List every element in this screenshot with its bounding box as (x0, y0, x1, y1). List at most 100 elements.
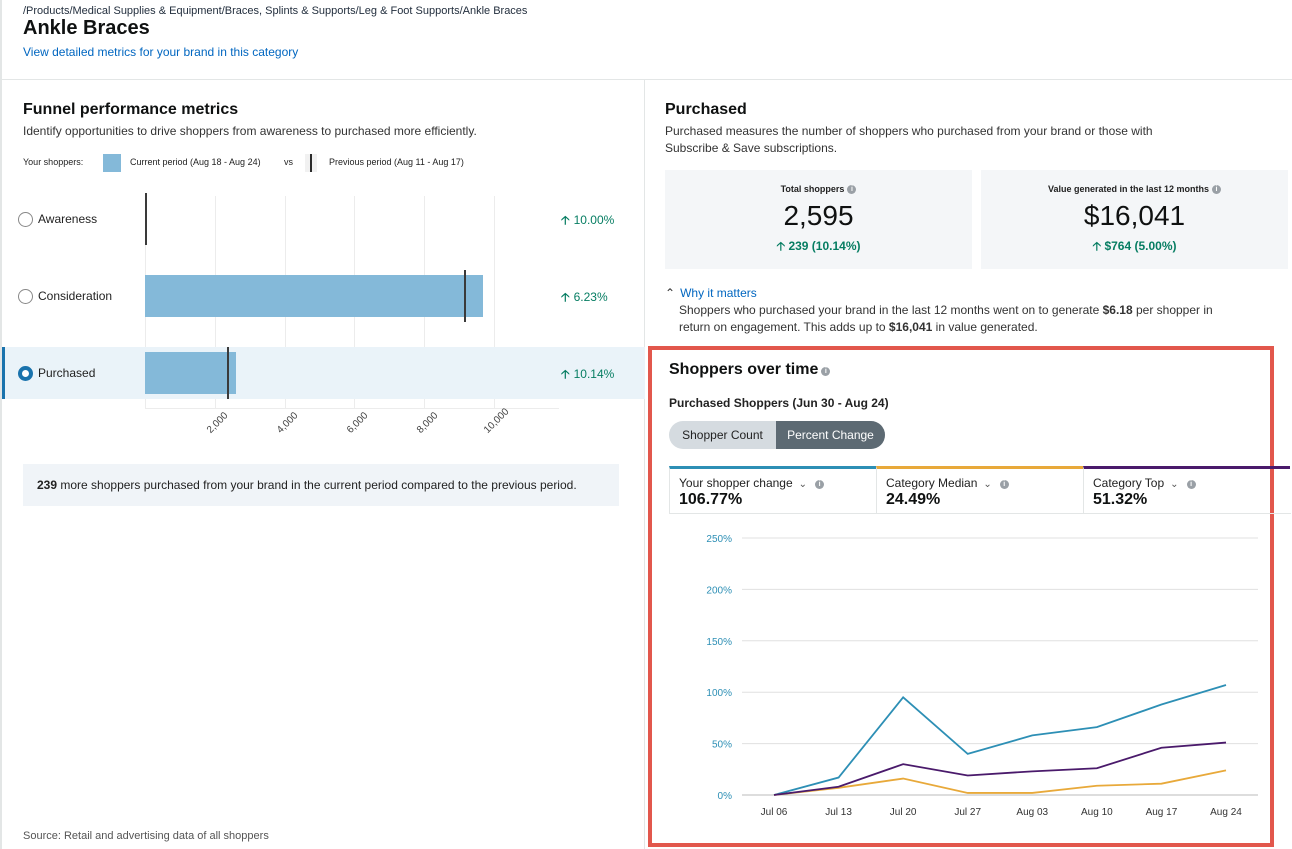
chevron-down-icon[interactable]: ⌄ (983, 479, 992, 490)
y-tick-label: 250% (706, 534, 732, 545)
axis-tick: 6,000 (345, 410, 371, 436)
previous-period-marker-icon (305, 154, 317, 172)
x-tick-label: Jul 20 (890, 807, 917, 818)
y-tick-label: 150% (706, 637, 732, 648)
shoppers-over-time-subtitle: Purchased Shoppers (Jun 30 - Aug 24) (669, 396, 889, 410)
tab-value: 106.77% (679, 491, 743, 508)
detailed-metrics-link[interactable]: View detailed metrics for your brand in … (23, 45, 299, 59)
why-text-part: Shoppers who purchased your brand in the… (679, 303, 1103, 317)
purchased-change-value: 10.14% (573, 367, 615, 381)
tab-label: Category Top ⌄ i (1093, 476, 1196, 490)
category-header: /Products/Medical Supplies & Equipment/B… (0, 0, 1292, 80)
purchased-previous-marker (227, 347, 230, 399)
x-tick-label: Aug 10 (1081, 807, 1113, 818)
arrow-up-icon: 🡡 (561, 290, 570, 304)
total-value: $16,041 (888, 320, 933, 334)
view-toggle: Shopper Count Percent Change (669, 421, 885, 449)
page-title: Ankle Braces (23, 17, 150, 39)
total-shoppers-label-text: Total shoppers (780, 184, 845, 194)
shoppers-over-time-title-text: Shoppers over time (669, 361, 819, 378)
purchased-bar (145, 352, 236, 394)
legend-previous: Previous period (Aug 11 - Aug 17) (329, 157, 464, 167)
consideration-label: Consideration (38, 289, 113, 303)
axis-tick: 4,000 (275, 410, 301, 436)
percent-change-toggle[interactable]: Percent Change (776, 421, 885, 449)
shoppers-over-time-title: Shoppers over time i (669, 361, 831, 379)
awareness-change-value: 10.00% (573, 213, 615, 227)
tab-label-text: Your shopper change (679, 476, 793, 490)
y-tick-label: 100% (706, 688, 732, 699)
chevron-up-icon: ⌃ (665, 286, 676, 300)
series-line-category-median (773, 769, 1227, 796)
purchased-title: Purchased (665, 101, 747, 118)
info-icon[interactable]: i (821, 367, 831, 376)
x-tick-label: Jul 27 (954, 807, 981, 818)
breadcrumb: /Products/Medical Supplies & Equipment/B… (23, 5, 528, 17)
shoppers-over-time-section: Shoppers over time i Purchased Shoppers (… (648, 346, 1291, 847)
why-it-matters-toggle[interactable]: ⌃ Why it matters (665, 286, 757, 300)
tab-category-top[interactable]: Category Top ⌄ i 51.32% (1083, 466, 1290, 514)
value-generated-value: $16,041 (1083, 200, 1186, 231)
y-tick-label: 50% (712, 740, 732, 751)
why-it-matters-label: Why it matters (680, 286, 757, 300)
tab-your-shopper-change[interactable]: Your shopper change ⌄ i 106.77% (669, 466, 876, 514)
y-tick-label: 200% (706, 585, 732, 596)
x-tick-label: Aug 24 (1210, 807, 1242, 818)
consideration-bar (145, 275, 483, 317)
funnel-row-awareness[interactable]: Awareness 🡡 10.00% (2, 193, 645, 245)
purchased-radio[interactable] (18, 366, 33, 381)
purchased-description: Purchased measures the number of shopper… (665, 124, 1153, 155)
shopper-count-toggle[interactable]: Shopper Count (682, 428, 763, 442)
value-generated-label: Value generated in the last 12 months i (981, 184, 1288, 194)
chevron-down-icon[interactable]: ⌄ (1170, 479, 1179, 490)
shoppers-over-time-chart: 0% 50% 100% 150% 200% 250% Jul 06 Jul 13 Jul 20 J… (706, 534, 1258, 818)
funnel-panel: Funnel performance metrics Identify oppo… (0, 80, 645, 849)
funnel-row-consideration[interactable]: Consideration 🡡 6.23% (2, 270, 645, 322)
info-icon[interactable]: i (1212, 185, 1222, 194)
tab-label-text: Category Top (1093, 476, 1165, 490)
value-generated-delta: 🡡 $764 (5.00%) (981, 237, 1288, 258)
summary-text: more shoppers purchased from your brand … (60, 478, 577, 492)
purchased-change: 🡡 10.14% (561, 365, 614, 386)
legend-vs: vs (284, 157, 293, 167)
funnel-row-purchased[interactable]: Purchased 🡡 10.14% (2, 347, 645, 399)
chevron-down-icon[interactable]: ⌄ (798, 479, 808, 490)
info-icon[interactable]: i (999, 480, 1009, 489)
info-icon[interactable]: i (847, 185, 857, 194)
x-tick-label: Aug 17 (1146, 807, 1178, 818)
y-tick-label: 0% (718, 791, 733, 802)
tab-category-median[interactable]: Category Median ⌄ i 24.49% (876, 466, 1083, 514)
axis-tick: 8,000 (415, 410, 441, 436)
consideration-radio[interactable] (18, 289, 33, 304)
per-shopper-value: $6.18 (1102, 303, 1133, 317)
x-tick-label: Jul 13 (825, 807, 852, 818)
awareness-previous-marker (145, 193, 147, 245)
value-generated-label-text: Value generated in the last 12 months (1047, 184, 1210, 194)
consideration-change: 🡡 6.23% (561, 288, 608, 309)
x-tick-label: Jul 06 (761, 807, 788, 818)
total-shoppers-value: 2,595 (783, 200, 854, 231)
info-icon[interactable]: i (815, 480, 825, 489)
arrow-up-icon: 🡡 (561, 213, 570, 227)
consideration-previous-marker (463, 270, 466, 322)
tab-value: 51.32% (1093, 491, 1148, 508)
legend-label: Your shoppers: (23, 157, 84, 167)
funnel-title: Funnel performance metrics (23, 101, 239, 118)
total-shoppers-delta-value: 239 (10.14%) (788, 239, 861, 253)
axis-tick: 2,000 (205, 410, 231, 436)
awareness-radio[interactable] (18, 212, 33, 227)
consideration-change-value: 6.23% (573, 290, 608, 304)
awareness-label: Awareness (38, 212, 98, 226)
series-line-your-shopper-change (773, 684, 1227, 796)
arrow-up-icon: 🡡 (776, 239, 789, 253)
value-generated-card: Value generated in the last 12 months i $… (981, 170, 1288, 269)
arrow-up-icon: 🡡 (1092, 239, 1105, 253)
info-icon[interactable]: i (1186, 480, 1196, 489)
legend-current: Current period (Aug 18 - Aug 24) (130, 157, 261, 167)
purchased-panel: Purchased Purchased measures the number … (646, 80, 1292, 849)
summary-count: 239 (37, 478, 58, 492)
total-shoppers-card: Total shoppers i 2,595 🡡 239 (10.14%) (665, 170, 972, 269)
purchased-label: Purchased (38, 366, 96, 380)
x-tick-label: Aug 03 (1016, 807, 1048, 818)
gridline (494, 196, 495, 408)
